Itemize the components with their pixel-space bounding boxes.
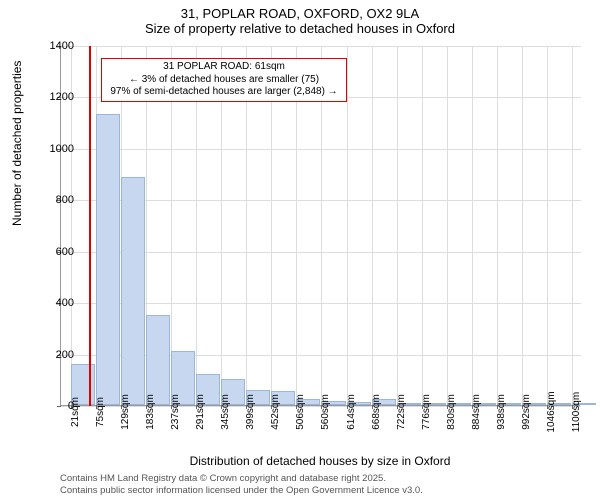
y-tick-label: 1000 [34, 143, 74, 155]
gridline-v [522, 46, 523, 406]
x-tick-label: 21sqm [70, 397, 81, 427]
footer-line: Contains HM Land Registry data © Crown c… [60, 473, 423, 484]
y-tick-label: 800 [34, 194, 74, 206]
gridline-v [472, 46, 473, 406]
x-tick-label: 1046sqm [546, 391, 557, 432]
x-axis-label: Distribution of detached houses by size … [60, 454, 580, 468]
x-tick-label: 1100sqm [571, 392, 582, 432]
gridline-v [372, 46, 373, 406]
y-tick-label: 400 [34, 297, 74, 309]
gridline-v [497, 46, 498, 406]
chart-area: 31 POPLAR ROAD: 61sqm← 3% of detached ho… [60, 46, 580, 406]
footer-attribution: Contains HM Land Registry data © Crown c… [60, 473, 423, 496]
x-tick-label: 992sqm [521, 394, 532, 430]
gridline-v [572, 46, 573, 406]
x-tick-label: 452sqm [270, 394, 281, 430]
x-tick-label: 668sqm [371, 394, 382, 430]
gridline-v [422, 46, 423, 406]
x-tick-label: 938sqm [496, 394, 507, 430]
x-tick-label: 399sqm [245, 394, 256, 430]
x-tick-label: 129sqm [120, 394, 131, 430]
plot-region: 31 POPLAR ROAD: 61sqm← 3% of detached ho… [60, 46, 580, 406]
annotation-line: ← 3% of detached houses are smaller (75) [108, 74, 340, 87]
x-tick-label: 884sqm [471, 394, 482, 430]
histogram-bar [121, 177, 145, 405]
x-tick-label: 776sqm [421, 394, 432, 430]
y-tick-label: 200 [34, 349, 74, 361]
gridline-v [397, 46, 398, 406]
gridline-v [447, 46, 448, 406]
annotation-box: 31 POPLAR ROAD: 61sqm← 3% of detached ho… [101, 58, 347, 102]
y-tick-label: 600 [34, 246, 74, 258]
chart-subtitle: Size of property relative to detached ho… [0, 21, 600, 40]
annotation-line: 97% of semi-detached houses are larger (… [108, 86, 340, 99]
footer-line: Contains public sector information licen… [60, 485, 423, 496]
histogram-bar [146, 315, 170, 405]
y-tick-label: 1400 [34, 40, 74, 52]
gridline-v [547, 46, 548, 406]
y-tick-label: 0 [34, 400, 74, 412]
histogram-bar [96, 114, 120, 405]
x-tick-label: 560sqm [320, 394, 331, 430]
chart-title: 31, POPLAR ROAD, OXFORD, OX2 9LA [0, 0, 600, 21]
x-tick-label: 506sqm [295, 394, 306, 430]
x-tick-label: 291sqm [195, 394, 206, 430]
x-tick-label: 75sqm [95, 397, 106, 427]
property-marker-line [89, 46, 91, 406]
x-tick-label: 830sqm [446, 394, 457, 430]
x-tick-label: 614sqm [346, 394, 357, 430]
x-tick-label: 722sqm [396, 394, 407, 430]
x-tick-label: 237sqm [170, 394, 181, 430]
x-tick-label: 345sqm [220, 394, 231, 430]
x-tick-label: 183sqm [145, 394, 156, 430]
y-tick-label: 1200 [34, 91, 74, 103]
annotation-line: 31 POPLAR ROAD: 61sqm [108, 61, 340, 74]
y-axis-label: Number of detached properties [10, 61, 24, 226]
